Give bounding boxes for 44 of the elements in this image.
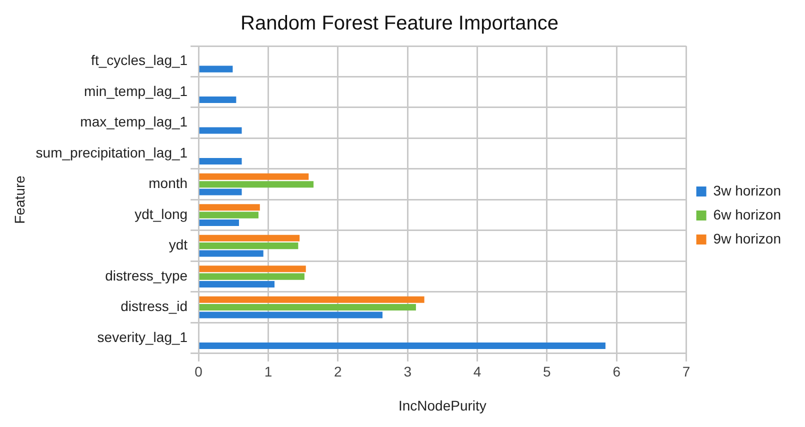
x-tick-label: 0 [194,364,203,380]
x-axis-title: IncNodePurity [398,397,486,414]
bar [199,96,236,104]
legend-label: 3w horizon [713,182,781,198]
bar [199,188,242,196]
y-tick-label: severity_lag_1 [97,328,188,345]
bar [199,280,275,288]
bar [199,312,383,318]
y-tick-label: ft_cycles_lag_1 [91,52,188,68]
bar [199,266,306,272]
chart-title: Random Forest Feature Importance [240,12,558,35]
bar [199,296,424,303]
bar [199,212,258,218]
y-tick-label: max_temp_lag_1 [80,114,188,130]
y-axis-title: Feature [11,175,28,224]
x-tick-label: 1 [264,364,272,380]
x-tick-label: 5 [543,364,552,380]
bar [199,66,233,72]
bar [199,173,309,180]
y-tick-label: month [148,175,188,192]
bar [199,273,304,280]
legend-label: 9w horizon [713,230,781,246]
legend-label: 6w horizon [713,206,781,222]
x-tick-label: 3 [404,364,412,380]
bar [199,204,260,211]
x-tick-label: 6 [612,364,621,380]
bar [199,242,298,250]
bar [199,304,416,311]
y-tick-label: distress_id [120,298,188,314]
y-tick-label: distress_type [105,267,188,284]
bar [199,181,314,188]
bar [199,127,242,134]
x-tick-label: 7 [682,364,690,380]
y-tick-label: min_temp_lag_1 [84,82,188,99]
y-tick-label: ydt [168,236,188,253]
bar [199,234,300,242]
bar [199,250,264,257]
bar [199,158,242,165]
bar [199,342,606,349]
x-tick-label: 4 [473,364,482,380]
y-tick-label: ydt_long [134,206,188,222]
bar [199,219,239,226]
y-tick-label: sum_precipitation_lag_1 [36,144,188,160]
x-tick-label: 2 [334,364,342,380]
